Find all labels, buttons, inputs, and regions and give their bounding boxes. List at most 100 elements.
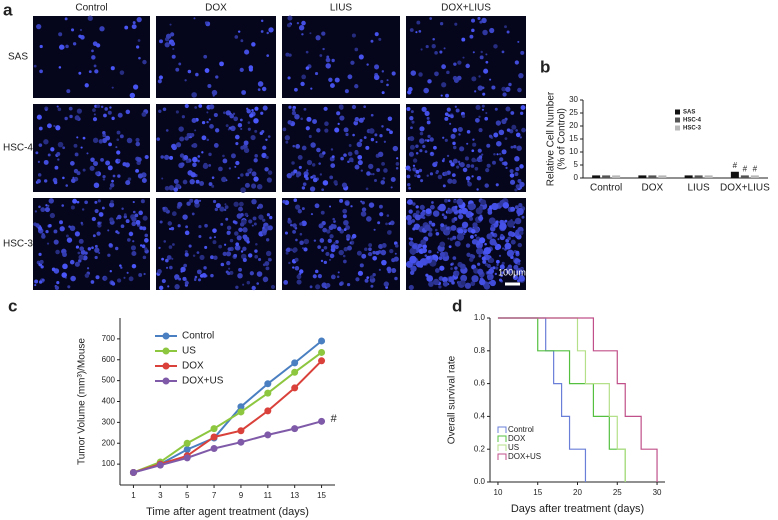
nucleus <box>108 142 112 147</box>
nucleus <box>263 279 267 283</box>
nucleus <box>211 184 215 188</box>
nucleus <box>164 42 170 48</box>
nucleus <box>380 180 385 185</box>
nucleus <box>479 278 486 286</box>
nucleus <box>364 247 368 252</box>
nucleus <box>87 247 92 251</box>
nucleus <box>36 114 42 120</box>
nucleus <box>409 247 417 255</box>
nucleus <box>344 89 349 94</box>
nucleus <box>475 104 481 111</box>
nucleus <box>301 247 304 250</box>
nucleus <box>260 30 264 33</box>
nucleus <box>266 54 270 57</box>
nucleus <box>389 248 394 254</box>
nucleus <box>386 83 389 87</box>
nucleus <box>183 263 187 268</box>
nucleus <box>299 232 303 236</box>
nucleus <box>455 108 460 113</box>
nucleus <box>309 32 312 35</box>
nucleus <box>292 108 296 112</box>
nucleus <box>171 54 176 59</box>
nucleus <box>257 88 261 91</box>
nucleus <box>126 271 129 274</box>
nucleus <box>436 251 439 254</box>
nucleus <box>510 145 514 149</box>
nucleus <box>369 275 374 280</box>
x-tick-label: 20 <box>573 488 582 497</box>
nucleus <box>494 245 500 251</box>
nucleus <box>354 116 359 122</box>
nucleus <box>54 165 59 170</box>
nucleus <box>183 154 189 160</box>
nucleus <box>306 159 313 166</box>
nucleus <box>197 278 201 282</box>
nucleus <box>357 270 364 276</box>
nucleus <box>90 280 95 284</box>
nucleus <box>390 186 393 189</box>
nucleus <box>329 253 335 259</box>
nucleus <box>460 274 468 282</box>
nucleus <box>326 229 331 234</box>
nucleus <box>70 178 76 184</box>
nucleus <box>169 23 172 26</box>
nucleus <box>240 213 244 217</box>
nucleus <box>84 273 90 278</box>
nucleus <box>451 219 456 223</box>
nucleus <box>412 244 418 250</box>
nucleus <box>501 50 505 54</box>
nucleus <box>213 112 218 118</box>
nucleus <box>322 151 326 155</box>
nucleus <box>233 253 238 258</box>
nucleus <box>45 230 49 234</box>
nucleus <box>54 285 60 291</box>
nucleus <box>93 64 97 68</box>
nucleus <box>267 170 273 175</box>
data-point <box>291 359 299 367</box>
nucleus <box>293 198 298 202</box>
nucleus <box>452 127 458 133</box>
data-point <box>156 461 164 469</box>
nucleus <box>450 133 456 139</box>
nucleus <box>450 224 457 231</box>
micrograph <box>156 16 276 98</box>
nucleus <box>236 235 242 241</box>
nucleus <box>41 234 46 239</box>
panel-letter: a <box>3 0 13 19</box>
nucleus <box>424 254 428 257</box>
nucleus <box>123 276 126 279</box>
nucleus <box>445 226 450 231</box>
nucleus <box>177 201 183 207</box>
nucleus <box>174 274 180 280</box>
nucleus <box>195 179 200 184</box>
nucleus <box>262 145 267 150</box>
nucleus <box>465 243 471 248</box>
nucleus <box>484 116 489 121</box>
nucleus <box>91 55 96 60</box>
nucleus <box>323 245 328 250</box>
nucleus <box>143 272 146 276</box>
panel-letter: b <box>540 57 550 76</box>
nucleus <box>215 203 221 209</box>
nucleus <box>138 56 141 60</box>
nucleus <box>239 222 245 227</box>
nucleus <box>494 272 498 276</box>
nucleus <box>194 277 197 281</box>
nucleus <box>62 176 65 180</box>
nucleus <box>46 123 52 129</box>
nucleus <box>444 198 448 203</box>
x-tick-label: 9 <box>239 491 244 500</box>
nucleus <box>386 79 389 82</box>
nucleus <box>316 147 321 153</box>
nucleus <box>454 105 457 108</box>
nucleus <box>339 282 343 286</box>
nucleus <box>424 110 430 117</box>
nucleus <box>184 136 189 141</box>
nucleus <box>308 134 312 139</box>
nucleus <box>519 230 524 236</box>
nucleus <box>62 146 66 150</box>
y-axis-label: Overall survival rate <box>447 355 458 444</box>
nucleus <box>311 163 316 167</box>
nucleus <box>193 17 196 20</box>
